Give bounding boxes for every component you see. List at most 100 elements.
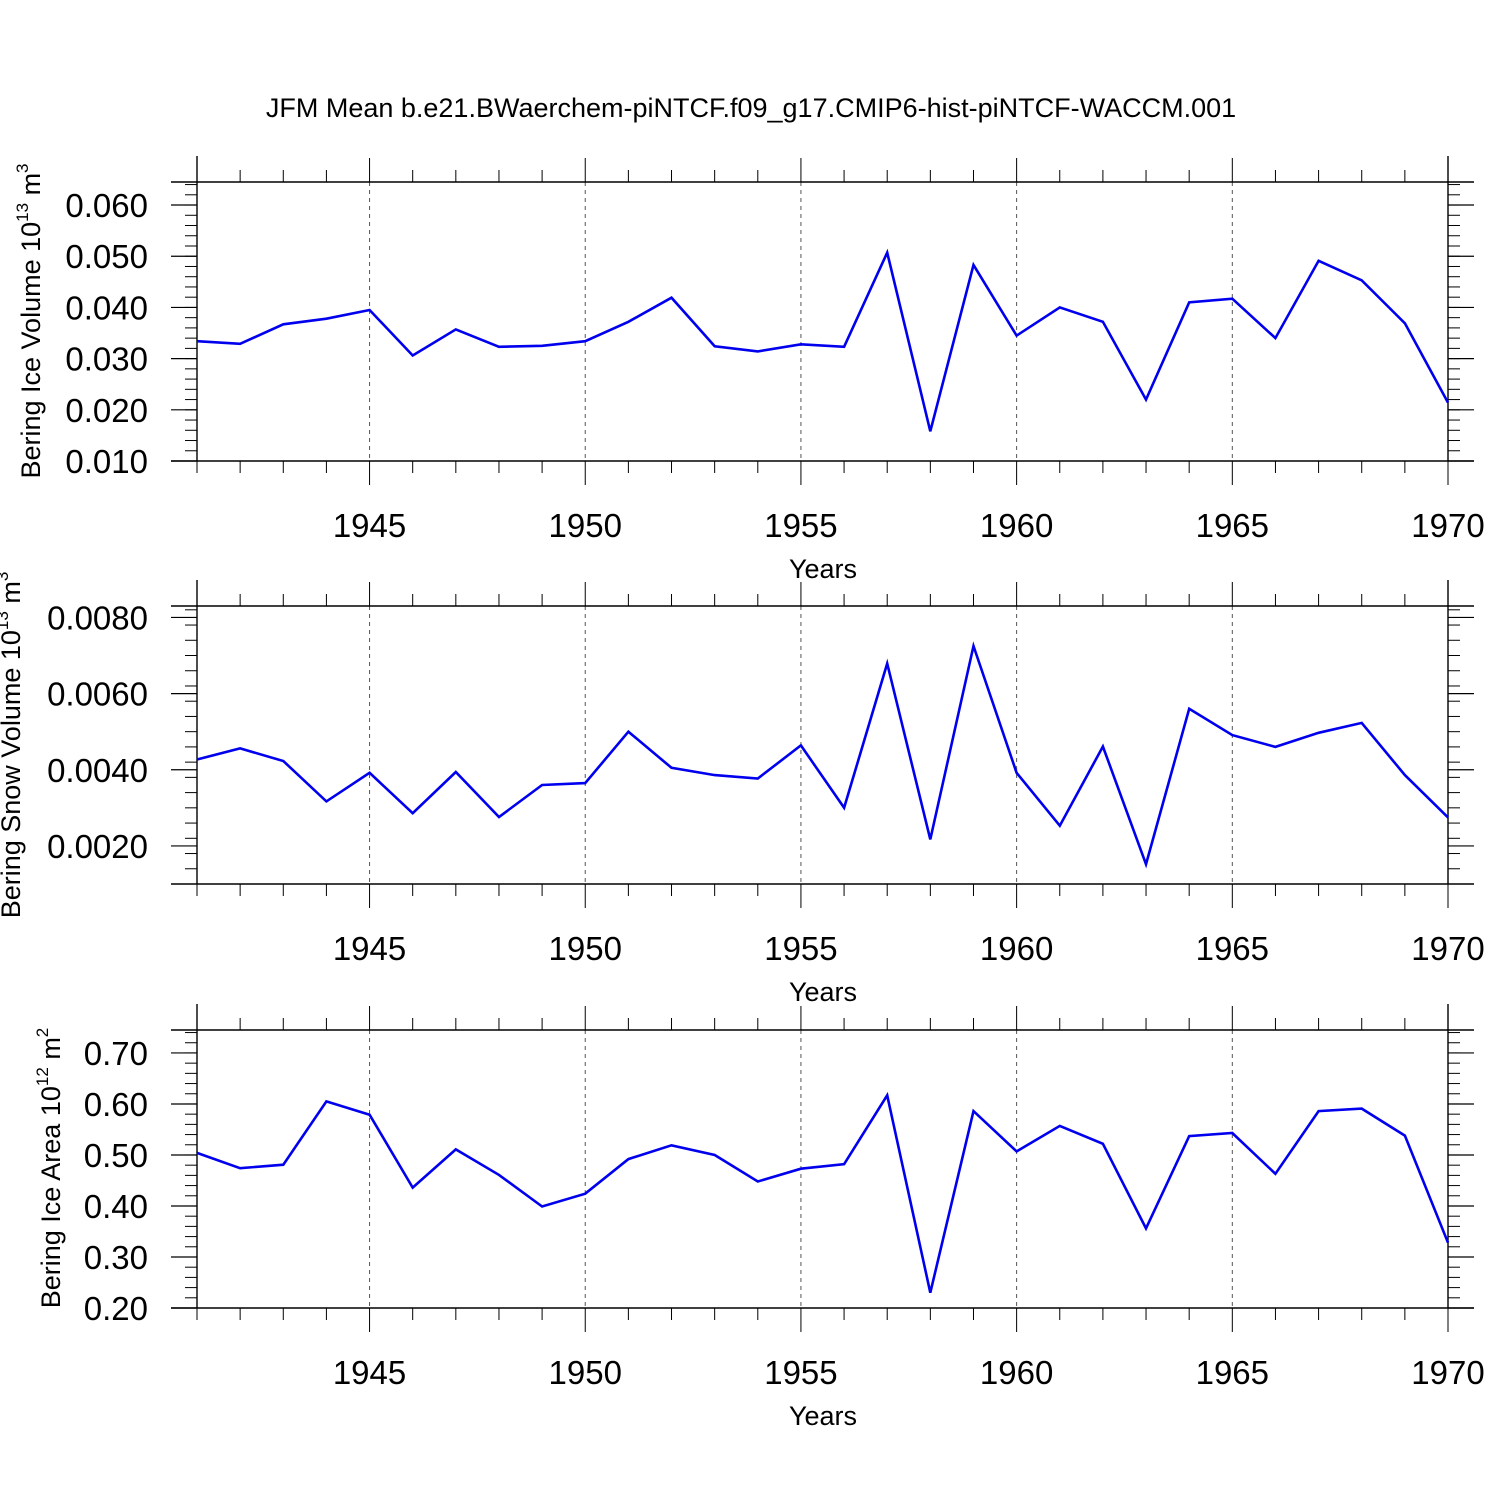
data-point: [496, 814, 502, 820]
data-point: [582, 780, 588, 786]
data-point: [1057, 1123, 1063, 1129]
data-point: [755, 1178, 761, 1184]
data-point: [927, 836, 933, 842]
data-point: [410, 810, 416, 816]
data-point: [712, 772, 718, 778]
data-point: [1272, 335, 1278, 341]
series-line: [196, 1091, 1450, 1294]
data-point: [1186, 1133, 1192, 1139]
data-point: [1143, 861, 1149, 867]
data-point: [1057, 823, 1063, 829]
data-point: [323, 798, 329, 804]
y-axis-label-part: 10: [0, 630, 26, 660]
x-tick-label: 1960: [980, 507, 1053, 544]
y-tick-label: 0.0080: [47, 599, 148, 636]
y-tick-label: 0.30: [84, 1239, 148, 1276]
x-tick-label: 1970: [1411, 930, 1484, 967]
series-line: [196, 248, 1450, 432]
x-axis-label: Years: [789, 977, 857, 1007]
x-tick-label: 1950: [549, 507, 622, 544]
data-point: [280, 1162, 286, 1168]
data-point: [625, 319, 631, 325]
x-axis-label: Years: [789, 554, 857, 584]
x-tick-label: 1970: [1411, 1354, 1484, 1391]
chart-panel-1: 1945 1950 1955 1960 1965 1970 0.010 0.020 0.030 0…: [13, 156, 1485, 584]
y-tick-label: 0.0040: [47, 752, 148, 789]
panels: 1945 1950 1955 1960 1965 1970 0.010 0.020 0.030 0…: [0, 156, 1485, 1431]
data-point: [1143, 1225, 1149, 1231]
y-tick-label: 0.020: [65, 392, 148, 429]
chart-panel-2: 1945 1950 1955 1960 1965 1970 0.0020 0.0040 0.00…: [0, 572, 1485, 1007]
data-point: [884, 661, 890, 667]
data-point: [841, 805, 847, 811]
x-tick-label: 1960: [980, 1354, 1053, 1391]
y-tick-label: 0.0060: [47, 676, 148, 713]
y-tick-label: 0.0020: [47, 828, 148, 865]
x-tick-label: 1965: [1196, 1354, 1269, 1391]
x-tick-label: 1955: [764, 930, 837, 967]
data-point: [1359, 720, 1365, 726]
data-point: [669, 765, 675, 771]
data-point: [1316, 258, 1322, 264]
y-tick-label: 0.40: [84, 1188, 148, 1225]
data-point: [1186, 299, 1192, 305]
y-axis-label-part: Bering Snow Volume: [0, 660, 26, 918]
series-line: [196, 641, 1449, 869]
data-point: [1316, 730, 1322, 736]
data-point: [669, 295, 675, 301]
y-tick-label: 0.70: [84, 1035, 148, 1072]
x-tick-label: 1955: [764, 507, 837, 544]
data-point: [884, 1092, 890, 1098]
y-tick-label: 0.060: [65, 187, 148, 224]
y-axis-label-part: Bering Ice Volume: [16, 252, 46, 479]
y-tick-label: 0.20: [84, 1290, 148, 1327]
data-point: [1272, 744, 1278, 750]
data-point: [1057, 304, 1063, 310]
y-axis-label: Bering Ice Area 1012 m2: [33, 1028, 66, 1309]
y-axis-label: Bering Ice Volume 1013 m3: [13, 163, 46, 478]
data-point: [1229, 296, 1235, 302]
y-axis-label-part: Bering Ice Area: [36, 1116, 66, 1308]
data-point: [712, 1152, 718, 1158]
y-axis-label-superscript: 3: [0, 572, 12, 581]
data-point: [669, 1142, 675, 1148]
data-point: [453, 769, 459, 775]
data-point: [194, 338, 200, 344]
data-point: [970, 262, 976, 268]
data-point: [755, 348, 761, 354]
data-point: [625, 729, 631, 735]
data-point: [927, 1290, 933, 1296]
data-point: [1445, 814, 1451, 820]
data-point: [323, 316, 329, 322]
x-tick-label: 1945: [333, 1354, 406, 1391]
data-point: [237, 1165, 243, 1171]
y-axis-label-part: m: [16, 173, 46, 203]
data-point: [1445, 1240, 1451, 1246]
data-point: [970, 643, 976, 649]
y-axis-label-superscript: 3: [13, 163, 32, 172]
data-point: [1186, 706, 1192, 712]
y-axis-label-part: 10: [36, 1086, 66, 1116]
data-point: [1100, 744, 1106, 750]
y-axis-label-part: 10: [16, 222, 46, 252]
data-point: [539, 1203, 545, 1209]
data-point: [323, 1098, 329, 1104]
data-point: [712, 343, 718, 349]
data-point: [367, 1112, 373, 1118]
y-tick-label: 0.050: [65, 238, 148, 275]
data-point: [453, 326, 459, 332]
data-point: [1445, 400, 1451, 406]
y-axis-label-superscript: 12: [33, 1067, 52, 1086]
x-tick-label: 1945: [333, 930, 406, 967]
y-tick-label: 0.50: [84, 1137, 148, 1174]
data-point: [798, 341, 804, 347]
data-point: [410, 353, 416, 359]
data-point: [1359, 277, 1365, 283]
data-point: [1359, 1106, 1365, 1112]
data-point: [927, 428, 933, 434]
y-tick-label: 0.010: [65, 443, 148, 480]
x-tick-label: 1970: [1411, 507, 1484, 544]
data-point: [841, 344, 847, 350]
x-tick-label: 1965: [1196, 930, 1269, 967]
data-point: [1229, 732, 1235, 738]
